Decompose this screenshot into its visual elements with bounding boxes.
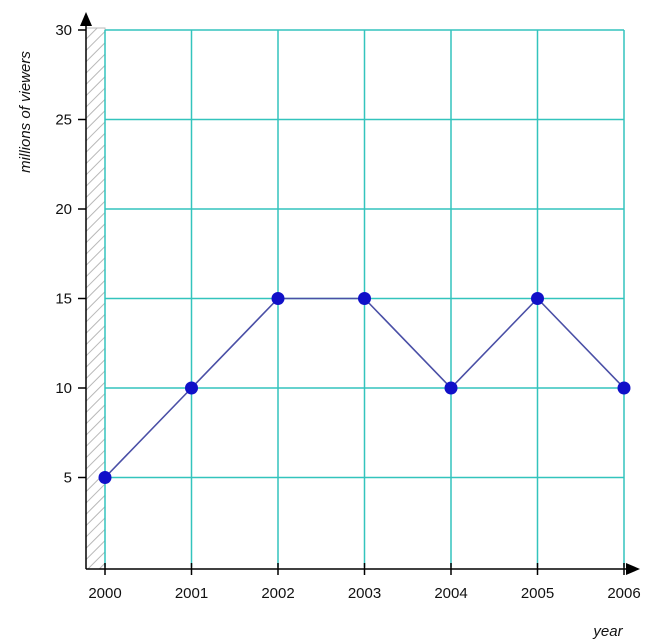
data-point-2001 — [185, 381, 198, 395]
x-tick-label: 2005 — [521, 585, 554, 602]
data-point-2000 — [98, 471, 112, 484]
x-axis-label: year — [592, 623, 623, 640]
data-point-2004 — [444, 381, 458, 395]
y-tick-label: 15 — [55, 291, 72, 308]
y-axis-label: millions of viewers — [17, 51, 34, 173]
x-tick-label: 2004 — [434, 585, 467, 602]
data-point-2006 — [617, 381, 631, 395]
x-axis-arrow — [626, 563, 640, 575]
y-tick-label: 30 — [55, 22, 72, 39]
x-tick-label: 2003 — [348, 585, 381, 602]
y-axis-arrow — [80, 12, 92, 26]
data-point-2005 — [531, 292, 544, 305]
x-tick-label: 2001 — [175, 585, 208, 602]
x-tick-label: 2006 — [607, 585, 640, 602]
y-tick-labels: 5 10 15 20 25 30 — [55, 22, 72, 487]
series-line — [98, 292, 631, 484]
axes — [78, 12, 640, 575]
y-tick-label: 25 — [55, 112, 72, 129]
y-tick-label: 10 — [55, 380, 72, 397]
x-tick-label: 2000 — [88, 585, 121, 602]
y-tick-label: 5 — [64, 470, 72, 487]
y-axis-hatch-band — [85, 27, 106, 570]
x-tick-label: 2002 — [261, 585, 294, 602]
x-tick-labels: 2000 2001 2002 2003 2004 2005 2006 — [88, 585, 640, 602]
data-point-2003 — [358, 292, 371, 305]
data-point-2002 — [271, 292, 285, 305]
y-tick-label: 20 — [55, 201, 72, 218]
